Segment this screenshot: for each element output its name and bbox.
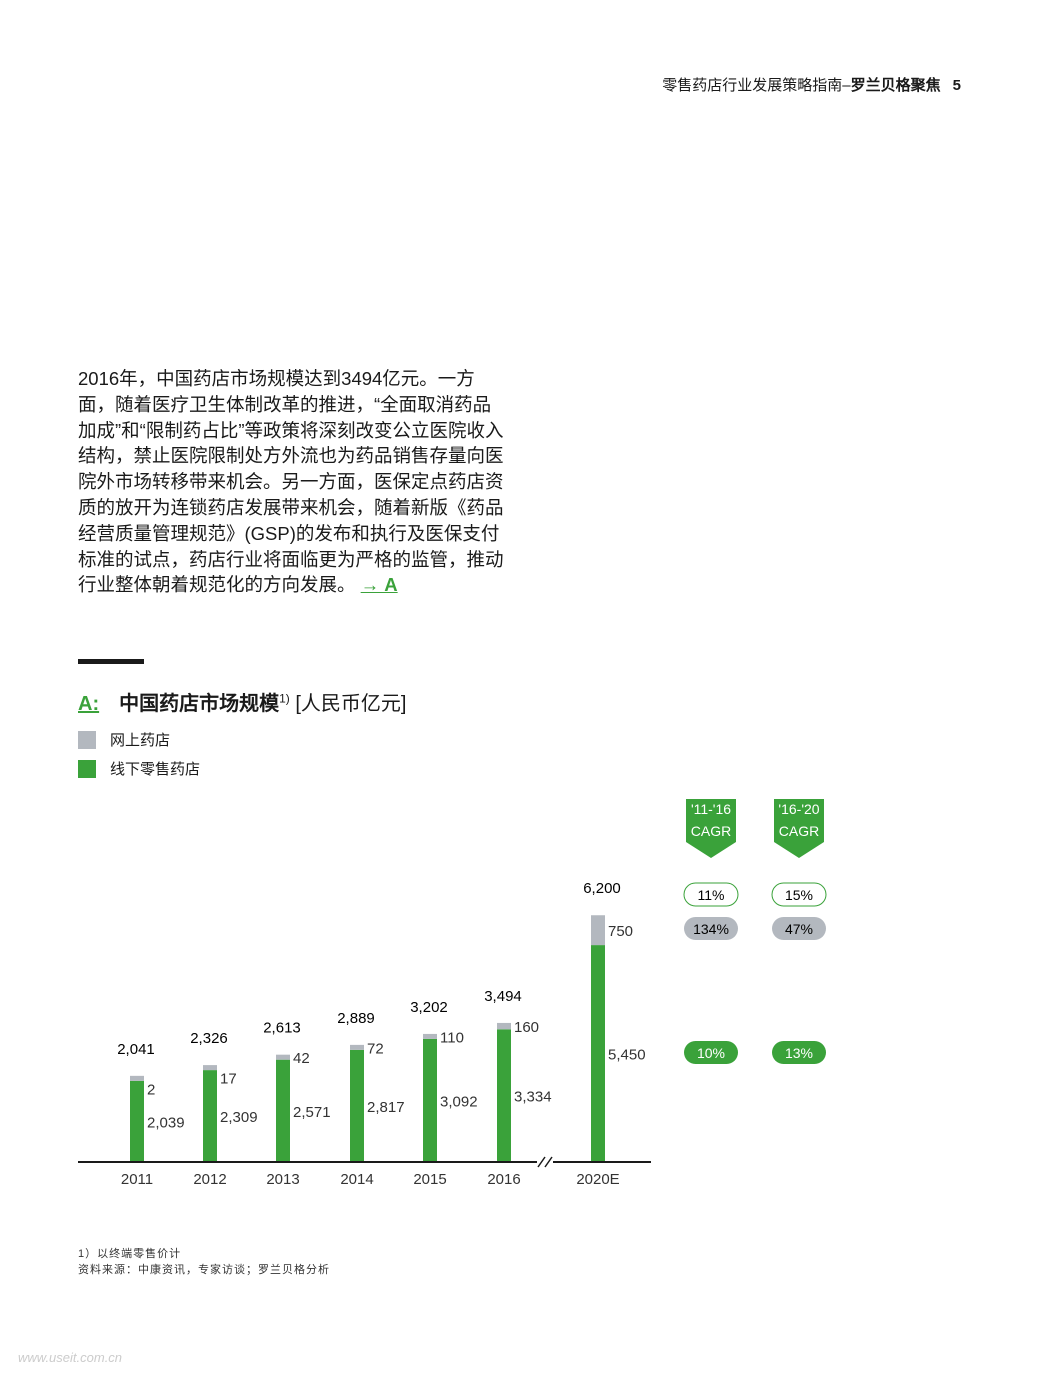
bar-offline bbox=[591, 945, 605, 1162]
bar-online bbox=[350, 1044, 364, 1050]
bar-offline bbox=[276, 1059, 290, 1162]
legend-label: 线下零售药店 bbox=[110, 761, 201, 778]
offline-value-label: 3,092 bbox=[440, 1093, 478, 1110]
chart-unit: [人民币亿元] bbox=[295, 693, 407, 715]
x-tick-label: 2015 bbox=[413, 1171, 446, 1188]
offline-value-label: 2,571 bbox=[293, 1104, 331, 1121]
cagr-label: CAGR bbox=[691, 823, 731, 839]
header-title: 零售药店行业发展策略指南– bbox=[662, 77, 851, 94]
offline-value-label: 2,817 bbox=[367, 1099, 405, 1116]
cagr-period: '16-'20 bbox=[778, 801, 819, 817]
cagr-header-badge bbox=[686, 799, 736, 858]
online-value-label: 160 bbox=[514, 1019, 539, 1036]
cagr-offline-pill bbox=[772, 1041, 826, 1064]
x-tick-label: 2013 bbox=[266, 1171, 299, 1188]
header-brand: 罗兰贝格聚焦 bbox=[850, 77, 941, 94]
total-label: 2,889 bbox=[337, 1010, 375, 1027]
x-tick-label: 2012 bbox=[193, 1171, 226, 1188]
bar-online bbox=[591, 915, 605, 946]
cagr-offline-pill bbox=[684, 1041, 738, 1064]
source-note: 资料来源：中康资讯，专家访谈；罗兰贝格分析 bbox=[78, 1264, 330, 1276]
total-label: 2,326 bbox=[190, 1030, 228, 1047]
offline-value-label: 2,309 bbox=[220, 1109, 258, 1126]
online-value-label: 42 bbox=[293, 1050, 310, 1067]
cagr-online-value: 134% bbox=[693, 921, 729, 937]
online-value-label: 750 bbox=[608, 923, 633, 940]
x-tick-label: 2016 bbox=[487, 1171, 520, 1188]
chart-title-footnote: 1) bbox=[279, 691, 290, 706]
watermark: www.useit.com.cn bbox=[18, 1350, 123, 1365]
bar-offline bbox=[423, 1038, 437, 1162]
chart-label: A: bbox=[78, 693, 100, 715]
bar-online bbox=[203, 1065, 217, 1071]
cagr-total-value: 11% bbox=[698, 887, 725, 903]
cagr-offline-value: 13% bbox=[785, 1045, 813, 1061]
cagr-header-badge bbox=[774, 799, 824, 858]
total-label: 2,041 bbox=[117, 1041, 155, 1058]
x-tick-label: 2020E bbox=[576, 1171, 619, 1188]
cagr-total-pill bbox=[771, 882, 827, 907]
cagr-period: '11-'16 bbox=[691, 801, 731, 817]
bar-online bbox=[423, 1033, 437, 1039]
online-value-label: 72 bbox=[367, 1040, 384, 1057]
cagr-online-value: 47% bbox=[785, 921, 813, 937]
offline-value-label: 5,450 bbox=[608, 1047, 646, 1064]
total-label: 2,613 bbox=[263, 1020, 301, 1037]
cagr-total-pill bbox=[683, 882, 739, 907]
online-value-label: 110 bbox=[440, 1029, 464, 1046]
footnote-1: 1）以终端零售价计 bbox=[78, 1248, 182, 1260]
footnotes: 1）以终端零售价计 资料来源：中康资讯，专家访谈；罗兰贝格分析 bbox=[78, 1246, 330, 1278]
running-header: 零售药店行业发展策略指南–罗兰贝格聚焦 5 bbox=[662, 74, 961, 95]
legend-item-online: 网上药店 bbox=[78, 729, 170, 750]
section-rule bbox=[78, 659, 144, 664]
x-tick-label: 2011 bbox=[121, 1171, 153, 1188]
bar-offline bbox=[350, 1049, 364, 1162]
bar-online bbox=[497, 1022, 511, 1030]
axis-break-mark bbox=[544, 1156, 553, 1168]
body-paragraph: 2016年，中国药店市场规模达到3494亿元。一方面，随着医疗卫生体制改革的推进… bbox=[78, 366, 508, 598]
axis-break-gap bbox=[537, 1156, 553, 1168]
body-text: 2016年，中国药店市场规模达到3494亿元。一方面，随着医疗卫生体制改革的推进… bbox=[78, 368, 504, 596]
bar-offline bbox=[497, 1029, 511, 1162]
online-value-label: 17 bbox=[220, 1071, 237, 1088]
chart-title: A: 中国药店市场规模1) [人民币亿元] bbox=[78, 687, 406, 716]
total-label: 3,202 bbox=[410, 999, 448, 1016]
offline-value-label: 2,039 bbox=[147, 1114, 185, 1131]
total-label: 6,200 bbox=[583, 880, 621, 897]
online-value-label: 2 bbox=[147, 1081, 155, 1098]
x-tick-label: 2014 bbox=[340, 1171, 373, 1188]
legend-swatch-green bbox=[78, 759, 96, 778]
total-label: 3,494 bbox=[484, 988, 522, 1005]
legend-item-offline: 线下零售药店 bbox=[78, 758, 200, 779]
cagr-online-pill bbox=[684, 917, 738, 940]
chart-reference-link[interactable]: → A bbox=[360, 574, 398, 596]
legend-swatch-gray bbox=[78, 730, 96, 749]
page-number: 5 bbox=[952, 77, 961, 94]
bar-online bbox=[276, 1054, 290, 1060]
axis-break-mark bbox=[537, 1156, 546, 1168]
cagr-total-value: 15% bbox=[785, 887, 813, 903]
legend-label: 网上药店 bbox=[110, 732, 171, 749]
cagr-online-pill bbox=[772, 917, 826, 940]
bar-offline bbox=[130, 1080, 144, 1162]
offline-value-label: 3,334 bbox=[514, 1089, 552, 1106]
cagr-offline-value: 10% bbox=[697, 1045, 725, 1061]
bar-offline bbox=[203, 1070, 217, 1162]
cagr-label: CAGR bbox=[779, 823, 819, 839]
bar-online bbox=[130, 1075, 144, 1081]
chart-title-text: 中国药店市场规模 bbox=[119, 693, 280, 715]
